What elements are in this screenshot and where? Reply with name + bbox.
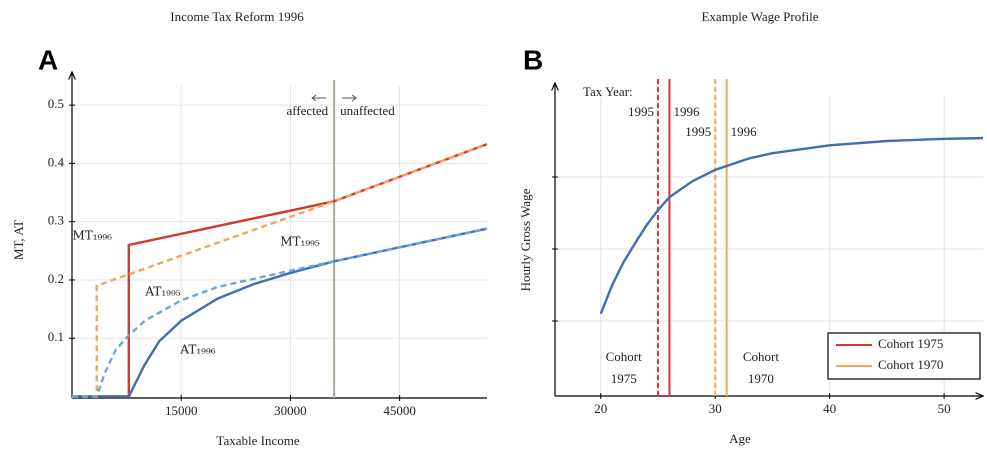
series-line — [72, 143, 488, 398]
y-tick-label: 0.5 — [48, 96, 64, 111]
x-tick-label: 40 — [823, 401, 836, 416]
x-tick-label: 30 — [709, 401, 722, 416]
series-label: AT₁₉₉₅ — [144, 285, 180, 299]
arrow — [342, 94, 357, 102]
x-axis-label: Age — [729, 431, 751, 446]
series-line — [72, 143, 488, 398]
tax-year-label: 1995 — [685, 124, 711, 139]
tax-year-label: 1996 — [673, 104, 700, 119]
annotation: Tax Year: — [583, 84, 633, 99]
y-axis-label: Hourly Gross Wage — [518, 188, 533, 291]
legend-label: Cohort 1975 — [878, 336, 943, 351]
chart-title: Example Wage Profile — [701, 9, 818, 24]
x-tick-label: 45000 — [383, 403, 416, 418]
x-tick-label: 50 — [938, 401, 951, 416]
x-tick-label: 30000 — [274, 403, 307, 418]
annotation: affected — [286, 103, 328, 118]
panel-label: A — [38, 44, 58, 75]
annotation: unaffected — [340, 103, 395, 118]
y-tick-label: 0.1 — [48, 329, 64, 344]
arrow — [311, 94, 327, 102]
series-label: AT₁₉₉₆ — [179, 343, 215, 357]
series-line — [72, 227, 488, 398]
cohort-label: Cohort — [743, 349, 780, 364]
cohort-label: 1975 — [611, 371, 637, 386]
x-axis-label: Taxable Income — [216, 433, 299, 448]
y-axis-label: MT, AT — [11, 220, 26, 260]
series-label: MT₁₉₉₅ — [280, 235, 320, 249]
tax-year-label: 1996 — [731, 124, 758, 139]
y-tick-label: 0.2 — [48, 271, 64, 286]
x-tick-label: 20 — [594, 401, 607, 416]
legend-label: Cohort 1970 — [878, 357, 943, 372]
series-line — [599, 136, 984, 315]
legend-box — [827, 332, 981, 380]
y-tick-label: 0.4 — [48, 154, 65, 169]
tax-year-label: 1995 — [628, 104, 654, 119]
cohort-label: Cohort — [606, 349, 643, 364]
panel-label: B — [523, 44, 543, 75]
series-line — [72, 227, 488, 398]
cohort-label: 1970 — [748, 371, 774, 386]
x-tick-label: 15000 — [165, 403, 198, 418]
chart-title: Income Tax Reform 1996 — [170, 9, 304, 24]
series-label: MT₁₉₉₆ — [72, 229, 112, 243]
y-tick-label: 0.3 — [48, 213, 64, 228]
